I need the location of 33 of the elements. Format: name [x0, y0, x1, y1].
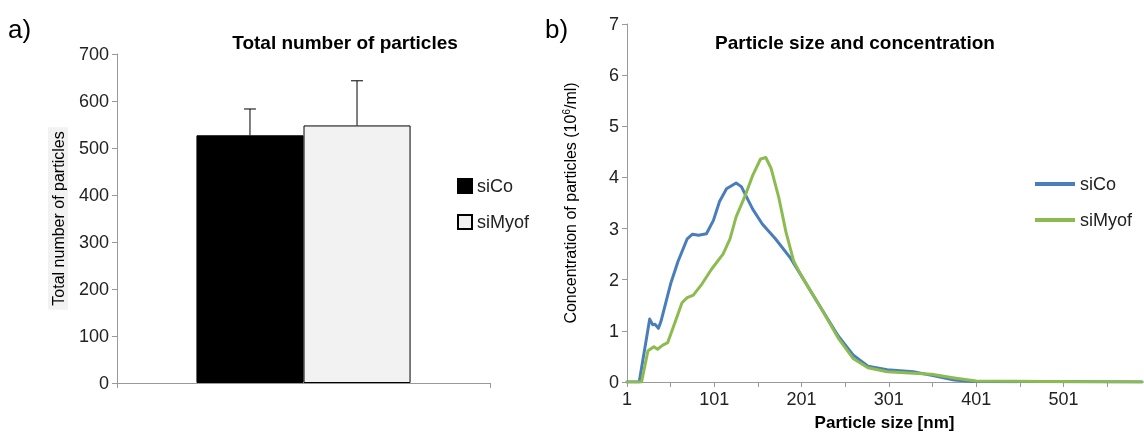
y-tick-label: 6 — [608, 65, 619, 86]
chart-title: Particle size and concentration — [715, 32, 995, 53]
x-axis-title: Particle size [nm] — [814, 413, 955, 432]
x-tick-label: 401 — [961, 389, 992, 409]
y-tick-label: 7 — [608, 14, 619, 34]
y-tick-label: 4 — [608, 167, 619, 188]
y-axis-title: Concentration of particles (106/ml) — [560, 82, 579, 324]
y-tick-label: 3 — [608, 218, 619, 239]
x-tick-label: 201 — [786, 389, 817, 409]
text: b) — [545, 14, 569, 44]
y-tick-label: 0 — [98, 373, 109, 393]
y-tick-label: 200 — [78, 279, 109, 299]
chart-title: Total number of particles — [232, 32, 458, 53]
y-tick-label: 700 — [78, 44, 109, 64]
y-tick-label: 0 — [608, 372, 619, 392]
y-tick-label: 1 — [608, 320, 619, 341]
x-tick-label: 101 — [699, 389, 730, 409]
y-tick-label: 500 — [78, 138, 109, 158]
y-tick-label: 400 — [78, 185, 109, 205]
x-tick-label: 301 — [873, 389, 904, 409]
x-tick-label: 1 — [621, 389, 633, 409]
x-tick-label: 501 — [1048, 389, 1079, 409]
y-tick-label: 100 — [78, 326, 109, 346]
legend-label: siCo — [477, 176, 514, 196]
y-tick-label: 600 — [78, 91, 109, 111]
y-tick-label: 2 — [608, 269, 619, 290]
text: a) — [8, 14, 32, 44]
y-tick-label: 300 — [78, 232, 109, 252]
y-tick-label: 5 — [608, 116, 619, 137]
legend-label: siMyof — [1080, 210, 1133, 230]
y-axis-title: Total number of particles — [49, 131, 67, 306]
legend-label: siCo — [1080, 174, 1117, 194]
legend-label: siMyof — [477, 212, 530, 232]
